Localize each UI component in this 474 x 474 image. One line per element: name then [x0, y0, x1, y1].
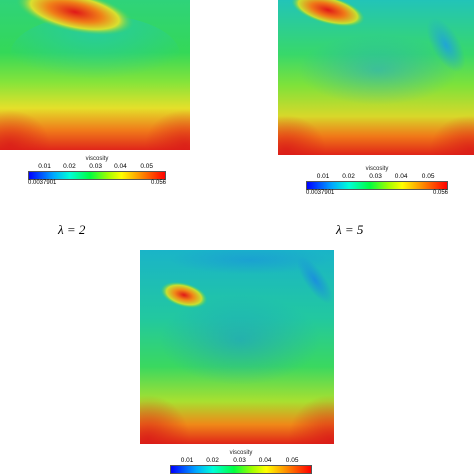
- legend-max-label: 0.056: [150, 180, 166, 186]
- viscosity-heatmap-lambda-2: [0, 0, 190, 150]
- viscosity-heatmap-bottom: [140, 250, 334, 444]
- legend-tick-label: 0.05: [285, 457, 299, 464]
- legend-min-label: 0.0037901: [306, 190, 335, 196]
- legend-tick-label: 0.04: [114, 163, 127, 170]
- legend-color-bar: [170, 465, 312, 474]
- legend-range: 0.0037901 0.056: [28, 180, 166, 188]
- legend-tick-labels: 0.01 0.02 0.03 0.04 0.05: [306, 173, 448, 181]
- lambda-label-left: λ = 2: [58, 222, 86, 237]
- legend-tick-label: 0.01: [38, 163, 51, 170]
- legend-tick-label: 0.01: [180, 457, 194, 464]
- viscosity-field-panel-lambda-5: [278, 0, 474, 155]
- legend-range: 0.0037901 0.056: [306, 190, 448, 198]
- viscosity-heatmap-lambda-5: [278, 0, 474, 155]
- color-legend-lambda-5: viscosity 0.01 0.02 0.03 0.04 0.05 0.003…: [306, 166, 448, 198]
- legend-tick-labels: 0.01 0.02 0.03 0.04 0.05: [28, 163, 166, 171]
- viscosity-field-panel-lambda-2: [0, 0, 190, 150]
- color-legend-bottom: viscosity 0.01 0.02 0.03 0.04 0.05: [170, 450, 312, 474]
- legend-tick-labels: 0.01 0.02 0.03 0.04 0.05: [170, 457, 312, 465]
- legend-color-bar: [306, 181, 448, 190]
- color-legend-lambda-2: viscosity 0.01 0.02 0.03 0.04 0.05 0.003…: [28, 156, 166, 188]
- legend-tick-label: 0.04: [394, 173, 408, 180]
- viscosity-field-panel-bottom: [140, 250, 334, 444]
- legend-max-label: 0.056: [432, 190, 448, 196]
- legend-tick-label: 0.03: [89, 163, 102, 170]
- legend-tick-label: 0.02: [206, 457, 219, 464]
- legend-tick-label: 0.03: [369, 173, 382, 180]
- legend-tick-label: 0.02: [63, 163, 76, 170]
- legend-tick-label: 0.05: [421, 173, 435, 180]
- legend-title: viscosity: [229, 450, 253, 456]
- legend-color-bar: [28, 171, 166, 180]
- legend-title: viscosity: [365, 166, 389, 172]
- legend-tick-label: 0.04: [258, 457, 272, 464]
- legend-tick-label: 0.02: [342, 173, 355, 180]
- legend-title: viscosity: [85, 156, 109, 162]
- legend-min-label: 0.0037901: [28, 180, 57, 186]
- legend-tick-label: 0.05: [140, 163, 153, 170]
- lambda-label-right: λ = 5: [336, 222, 364, 237]
- legend-tick-label: 0.01: [316, 173, 330, 180]
- legend-tick-label: 0.03: [233, 457, 246, 464]
